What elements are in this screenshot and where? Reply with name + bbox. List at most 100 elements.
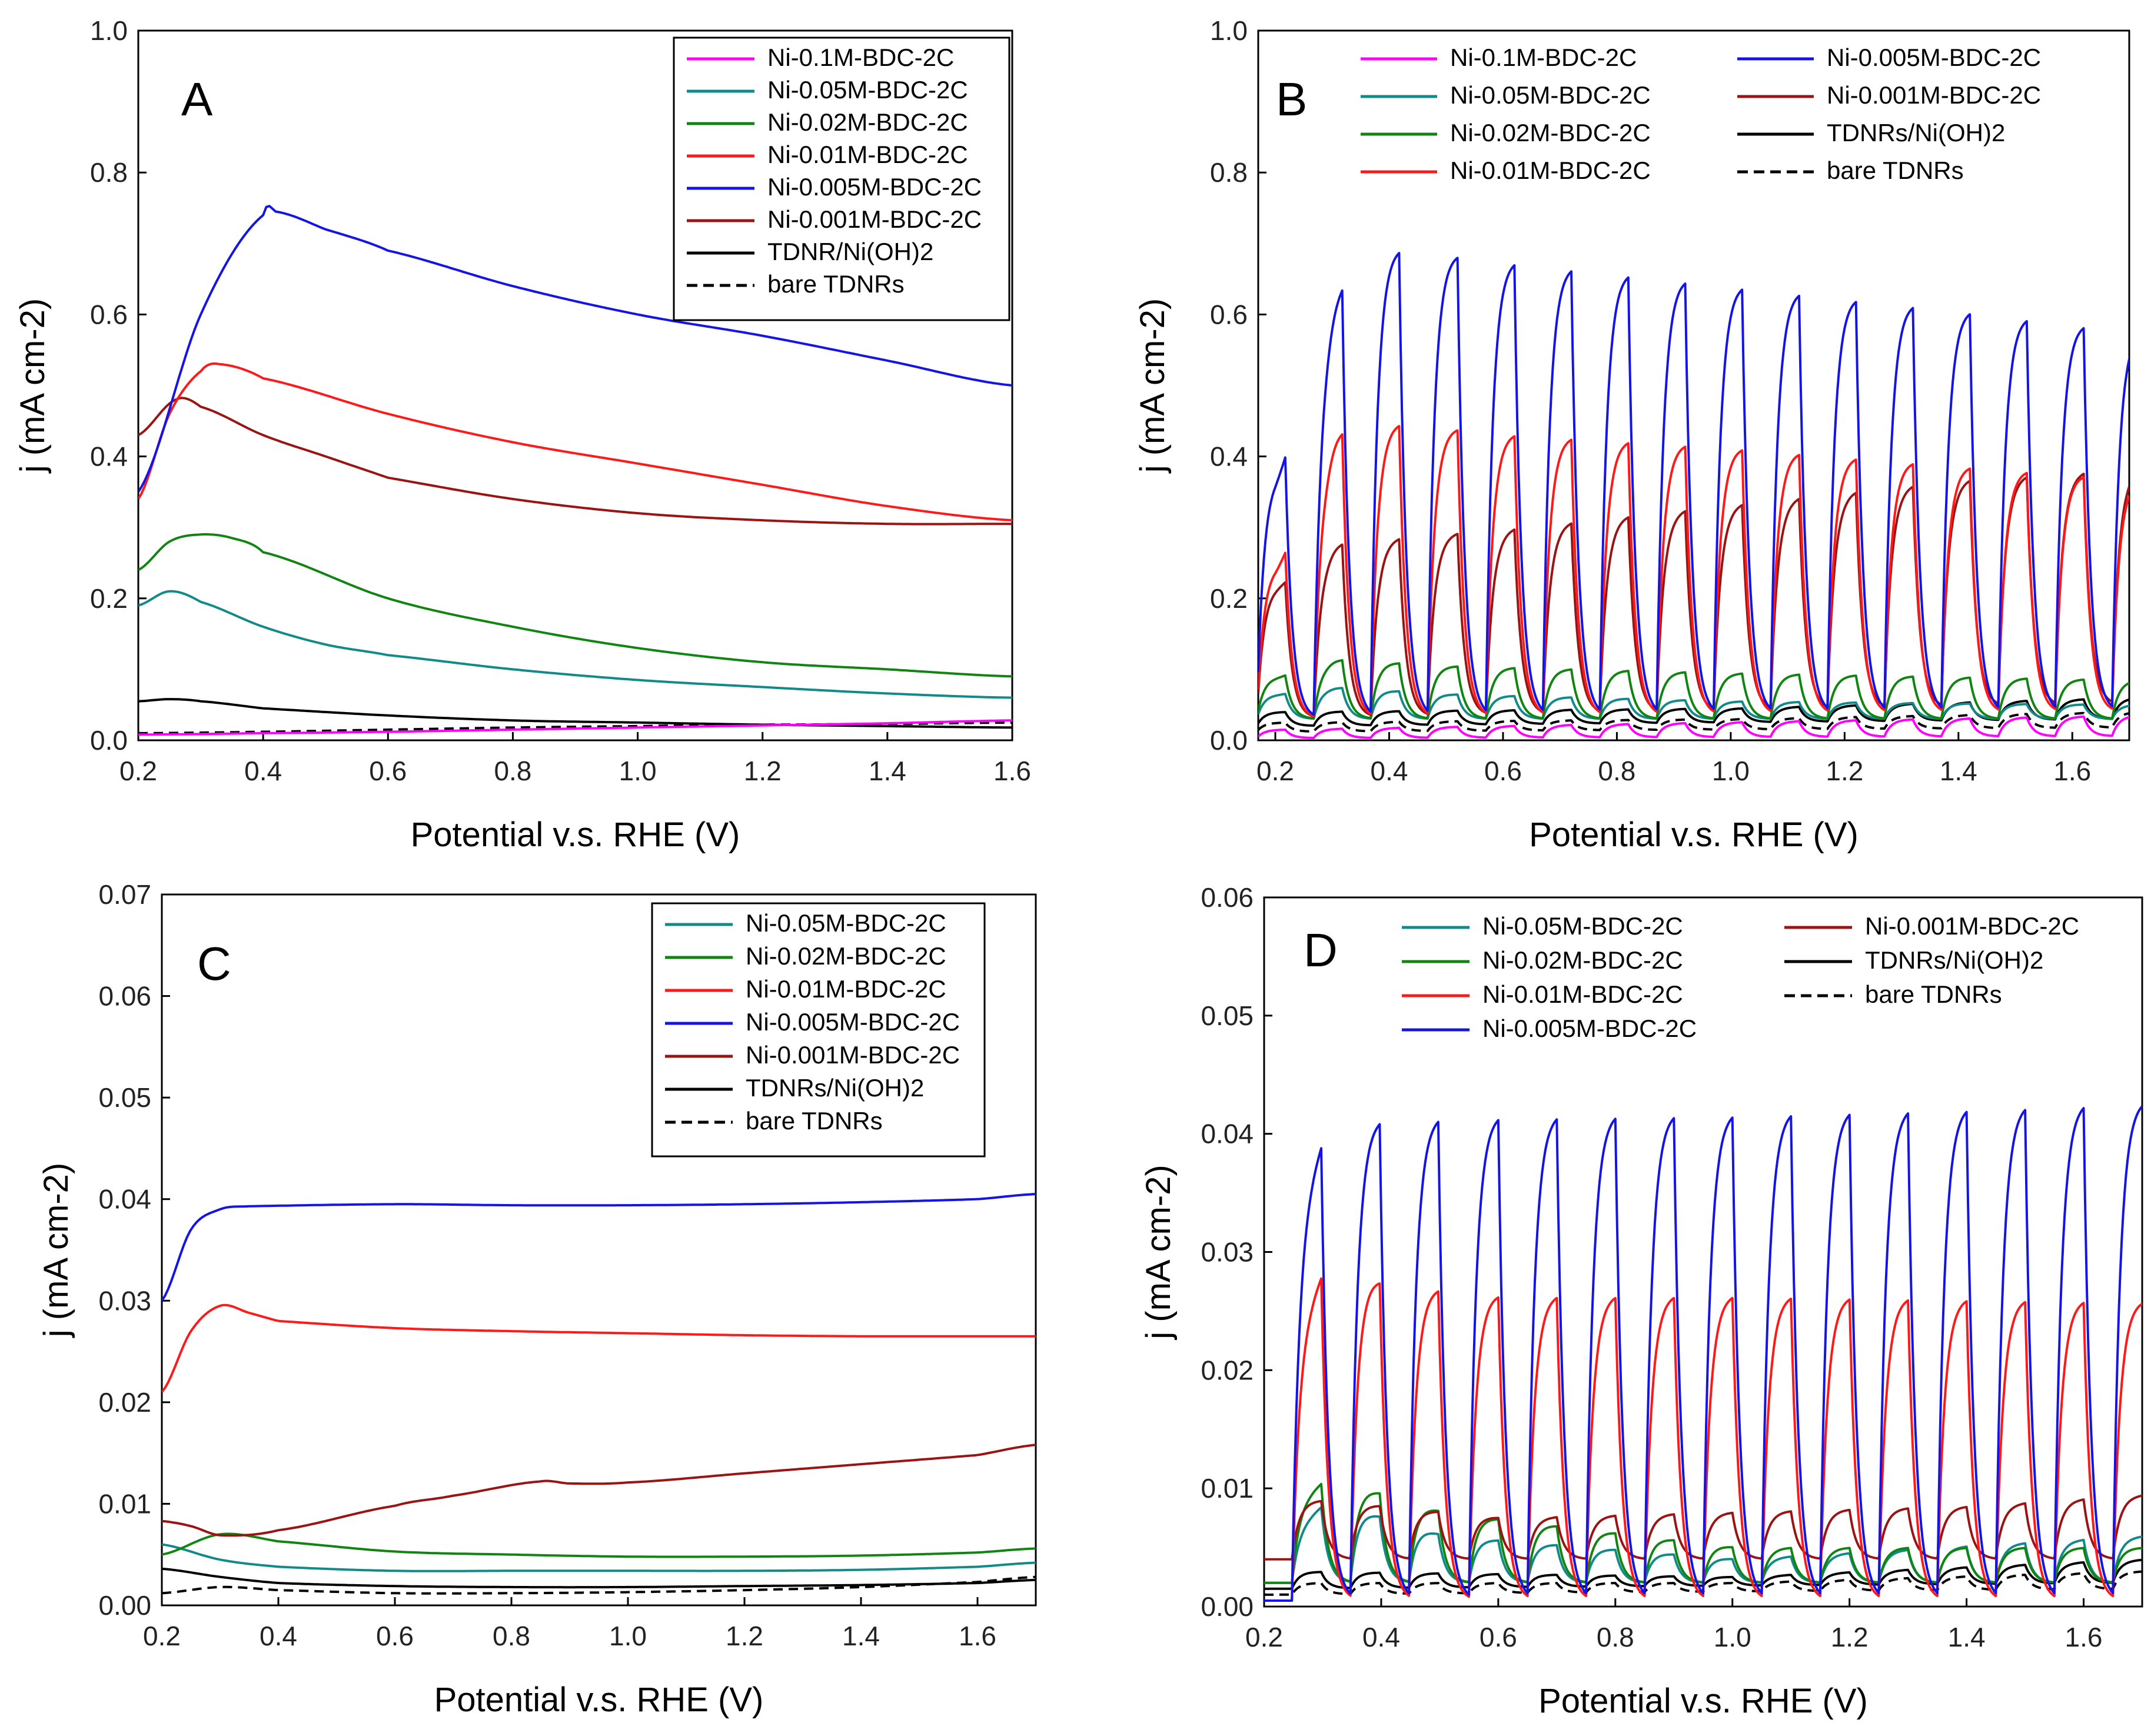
panel-b-legend-label: Ni-0.01M-BDC-2C — [1450, 157, 1651, 184]
panel-a-legend-label: Ni-0.02M-BDC-2C — [767, 108, 968, 136]
panel-c-series-group — [162, 1193, 1036, 1595]
panel-d-series-ni-0-005m-bdc-2c — [1264, 1105, 2142, 1602]
panel-c-y-tick-label: 0.07 — [98, 879, 151, 910]
panel-c-x-tick-label: 0.2 — [143, 1621, 181, 1651]
panel-d-legend-label: Ni-0.05M-BDC-2C — [1482, 912, 1683, 940]
panel-d-x-tick-label: 1.0 — [1714, 1622, 1751, 1652]
panel-b-legend-label: Ni-0.001M-BDC-2C — [1827, 81, 2041, 109]
panel-d-y-tick-label: 0.03 — [1201, 1237, 1254, 1268]
panel-c: 0.2 0.4 0.6 0.8 1.0 1.2 1.4 1.6 0.00 0.01 0.02 0.03… — [37, 879, 1037, 1719]
panel-c-y-tick-label: 0.03 — [98, 1285, 151, 1316]
panel-d-y-tick-label: 0.05 — [1201, 1000, 1254, 1031]
panel-b-legend-label: Ni-0.05M-BDC-2C — [1450, 81, 1651, 109]
panel-d-x-tick-label: 0.4 — [1362, 1622, 1400, 1652]
panel-b-x-tick-label: 0.4 — [1371, 756, 1408, 786]
panel-c-series-ni-0-005m-bdc-2c — [162, 1193, 1036, 1302]
panel-d-y-tick-label: 0.00 — [1201, 1591, 1254, 1622]
panel-c-legend-label: Ni-0.005M-BDC-2C — [746, 1008, 960, 1036]
panel-d-x-tick-label: 1.2 — [1831, 1622, 1869, 1652]
panel-c-series-ni-0-05m-bdc-2c — [162, 1543, 1036, 1572]
panel-b-plot-frame — [1257, 29, 2130, 741]
panel-d: 0.2 0.4 0.6 0.8 1.0 1.2 1.4 1.6 0.00 0.01 0.02 0.03… — [1139, 882, 2143, 1720]
panel-d-series-group — [1264, 1105, 2142, 1602]
panel-a-x-tick-label: 1.2 — [744, 756, 782, 786]
panel-c-legend-label: Ni-0.02M-BDC-2C — [746, 942, 946, 970]
panel-d-legend: Ni-0.05M-BDC-2C Ni-0.02M-BDC-2C Ni-0.01M-B… — [1402, 912, 2079, 1042]
panel-c-series-tdnrs-ni-oh-2 — [162, 1567, 1036, 1589]
panel-c-y-tick-label: 0.00 — [98, 1590, 151, 1621]
panel-a-series-ni-0-02m-bdc-2c — [138, 533, 1012, 678]
panel-d-y-tick-label: 0.01 — [1201, 1473, 1254, 1504]
panel-b-legend-label: Ni-0.005M-BDC-2C — [1827, 44, 2041, 71]
panel-a-y-tick-label: 0.8 — [90, 157, 128, 188]
panel-c-legend-label: bare TDNRs — [746, 1107, 883, 1135]
panel-d-x-tick-label: 0.6 — [1480, 1622, 1517, 1652]
panel-b-x-tick-label: 0.2 — [1256, 756, 1294, 786]
panel-a-legend-label: Ni-0.05M-BDC-2C — [767, 76, 968, 104]
panel-b-y-tick-label: 0.0 — [1210, 725, 1248, 756]
panel-b-series-ni-0-1m-bdc-2c — [1258, 715, 2129, 739]
panel-a-legend-label: Ni-0.005M-BDC-2C — [767, 173, 982, 201]
panel-b-series-ni-0-01m-bdc-2c — [1258, 425, 2129, 717]
panel-a-series-ni-0-01m-bdc-2c — [138, 362, 1012, 522]
panel-b-legend-label: bare TDNRs — [1827, 157, 1964, 184]
panel-b-legend-label: Ni-0.02M-BDC-2C — [1450, 119, 1651, 147]
panel-b-y-tick-label: 0.2 — [1210, 583, 1248, 614]
panel-c-y-tick-label: 0.05 — [98, 1082, 151, 1113]
panel-b: 0.2 0.4 0.6 0.8 1.0 1.2 1.4 1.6 0.0 0.2 0.4 0.6 0.8 1… — [1133, 15, 2130, 854]
panel-a-x-tick-label: 1.4 — [869, 756, 906, 786]
panel-c-legend-label: Ni-0.05M-BDC-2C — [746, 909, 946, 937]
panel-a-y-tick-label: 0.0 — [90, 725, 128, 756]
panel-a-legend-label: Ni-0.1M-BDC-2C — [767, 44, 954, 71]
panel-b-legend: Ni-0.1M-BDC-2C Ni-0.05M-BDC-2C Ni-0.02M-BD… — [1361, 44, 2041, 184]
panel-a-legend-label: bare TDNRs — [767, 270, 905, 298]
panel-b-series-ni-0-005m-bdc-2c — [1258, 252, 2129, 716]
panel-c-y-tick-label: 0.01 — [98, 1488, 151, 1519]
panel-d-x-tick-label: 1.6 — [2065, 1622, 2103, 1652]
panel-a-x-tick-label: 1.6 — [993, 756, 1031, 786]
panel-c-y-tick-label: 0.06 — [98, 981, 151, 1012]
panel-c-x-tick-label: 0.8 — [493, 1621, 530, 1651]
panel-a-x-tick-label: 0.6 — [369, 756, 407, 786]
panel-a-series-ni-0-005m-bdc-2c — [138, 205, 1012, 493]
panel-b-letter: B — [1276, 73, 1307, 125]
panel-d-x-axis-title: Potential v.s. RHE (V) — [1538, 1682, 1868, 1720]
panel-a-series-ni-0-05m-bdc-2c — [138, 590, 1012, 699]
panel-d-plot-frame — [1263, 896, 2143, 1608]
panel-b-legend-label: Ni-0.1M-BDC-2C — [1450, 44, 1637, 71]
panel-d-legend-label: Ni-0.001M-BDC-2C — [1865, 912, 2079, 940]
panel-a-x-tick-label: 0.2 — [119, 756, 157, 786]
panel-b-y-tick-label: 0.8 — [1210, 157, 1248, 188]
panel-d-y-axis-title: j (mA cm-2) — [1139, 1165, 1178, 1340]
panel-a-x-tick-label: 0.4 — [244, 756, 282, 786]
panel-c-legend-label: Ni-0.01M-BDC-2C — [746, 975, 946, 1003]
panel-a-legend: Ni-0.1M-BDC-2C Ni-0.05M-BDC-2C Ni-0.02M-BD… — [673, 36, 1010, 321]
panel-a-series-tdnr-ni-oh-2 — [138, 698, 1012, 729]
panel-a-letter: A — [181, 73, 213, 125]
panel-a-x-tick-label: 0.8 — [494, 756, 531, 786]
panel-c-series-bare-tdnrs — [162, 1575, 1036, 1595]
panel-c-series-ni-0-02m-bdc-2c — [162, 1532, 1036, 1558]
panel-b-y-tick-label: 1.0 — [1210, 15, 1248, 46]
panel-d-y-tick-label: 0.02 — [1201, 1355, 1254, 1385]
panel-d-x-tick-label: 0.8 — [1597, 1622, 1634, 1652]
panel-b-series-ni-0-05m-bdc-2c — [1258, 687, 2129, 720]
panel-a-x-tick-label: 1.0 — [619, 756, 657, 786]
panel-d-x-tick-label: 0.2 — [1245, 1622, 1283, 1652]
panel-c-legend-label: TDNRs/Ni(OH)2 — [746, 1074, 924, 1102]
panel-b-y-tick-label: 0.6 — [1210, 299, 1248, 330]
panel-a-legend-label: Ni-0.001M-BDC-2C — [767, 205, 982, 233]
panel-c-letter: C — [197, 937, 231, 990]
panel-a-series-group — [138, 205, 1012, 736]
panel-d-legend-label: Ni-0.01M-BDC-2C — [1482, 980, 1683, 1008]
panel-c-y-tick-label: 0.04 — [98, 1184, 151, 1215]
panel-a-series-ni-0-1m-bdc-2c — [138, 719, 1012, 736]
panel-c-x-tick-label: 0.6 — [376, 1621, 414, 1651]
panel-b-x-tick-label: 0.8 — [1598, 756, 1635, 786]
panel-d-legend-label: TDNRs/Ni(OH)2 — [1865, 946, 2043, 974]
panel-a-y-tick-label: 0.2 — [90, 583, 128, 614]
panel-c-x-tick-label: 1.6 — [959, 1621, 996, 1651]
panel-c-x-tick-label: 0.4 — [260, 1621, 297, 1651]
panel-b-x-tick-label: 0.6 — [1484, 756, 1522, 786]
